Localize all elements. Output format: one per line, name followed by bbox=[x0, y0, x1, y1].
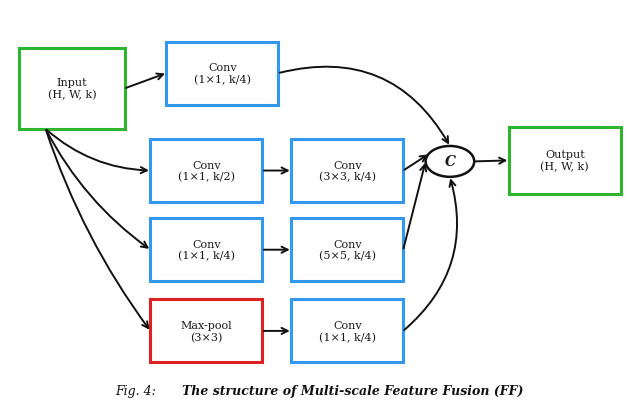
Text: Conv
(1×1, k/2): Conv (1×1, k/2) bbox=[178, 160, 235, 182]
FancyBboxPatch shape bbox=[166, 43, 278, 105]
Circle shape bbox=[426, 147, 474, 177]
FancyBboxPatch shape bbox=[291, 140, 403, 202]
Text: Max-pool
(3×3): Max-pool (3×3) bbox=[180, 320, 232, 342]
Text: Output
(H, W, k): Output (H, W, k) bbox=[541, 150, 589, 172]
Text: C: C bbox=[444, 155, 456, 169]
Text: Conv
(5×5, k/4): Conv (5×5, k/4) bbox=[319, 239, 376, 261]
FancyBboxPatch shape bbox=[509, 128, 621, 194]
FancyBboxPatch shape bbox=[19, 49, 125, 130]
Text: Input
(H, W, k): Input (H, W, k) bbox=[48, 78, 96, 100]
FancyBboxPatch shape bbox=[291, 300, 403, 362]
FancyBboxPatch shape bbox=[150, 219, 262, 281]
FancyBboxPatch shape bbox=[150, 300, 262, 362]
Text: Fig. 4:: Fig. 4: bbox=[115, 384, 160, 397]
Text: The structure of Multi-scale Feature Fusion (FF): The structure of Multi-scale Feature Fus… bbox=[182, 384, 524, 397]
Text: Conv
(1×1, k/4): Conv (1×1, k/4) bbox=[319, 320, 376, 342]
Text: Conv
(1×1, k/4): Conv (1×1, k/4) bbox=[178, 239, 235, 261]
FancyBboxPatch shape bbox=[291, 219, 403, 281]
FancyBboxPatch shape bbox=[150, 140, 262, 202]
Text: Conv
(1×1, k/4): Conv (1×1, k/4) bbox=[194, 63, 251, 85]
Text: Conv
(3×3, k/4): Conv (3×3, k/4) bbox=[319, 160, 376, 182]
